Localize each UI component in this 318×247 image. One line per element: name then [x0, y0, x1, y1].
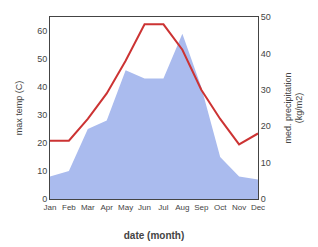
svg-text:10: 10	[261, 158, 271, 168]
svg-text:Jun: Jun	[138, 203, 151, 212]
svg-text:May: May	[118, 203, 133, 212]
svg-text:Sep: Sep	[194, 203, 209, 212]
svg-text:Jan: Jan	[44, 203, 57, 212]
svg-text:20: 20	[37, 138, 47, 148]
svg-text:Dec: Dec	[251, 203, 265, 212]
svg-text:Nov: Nov	[232, 203, 246, 212]
svg-text:0: 0	[42, 194, 47, 204]
svg-text:30: 30	[261, 85, 271, 95]
svg-text:0: 0	[261, 194, 266, 204]
svg-text:60: 60	[37, 26, 47, 36]
svg-text:Aug: Aug	[175, 203, 189, 212]
svg-text:Feb: Feb	[62, 203, 76, 212]
svg-text:med. precipitation(kg/m2): med. precipitation(kg/m2)	[283, 72, 305, 143]
svg-text:50: 50	[37, 54, 47, 64]
svg-text:Apr: Apr	[101, 203, 114, 212]
svg-text:10: 10	[37, 166, 47, 176]
svg-text:max temp (C): max temp (C)	[14, 81, 24, 136]
svg-text:50: 50	[261, 12, 271, 22]
svg-text:Oct: Oct	[214, 203, 227, 212]
svg-text:30: 30	[37, 110, 47, 120]
svg-text:date (month): date (month)	[124, 230, 185, 241]
svg-text:Jul: Jul	[158, 203, 168, 212]
svg-text:Mar: Mar	[81, 203, 95, 212]
svg-text:20: 20	[261, 121, 271, 131]
svg-text:40: 40	[37, 82, 47, 92]
svg-text:40: 40	[261, 49, 271, 59]
